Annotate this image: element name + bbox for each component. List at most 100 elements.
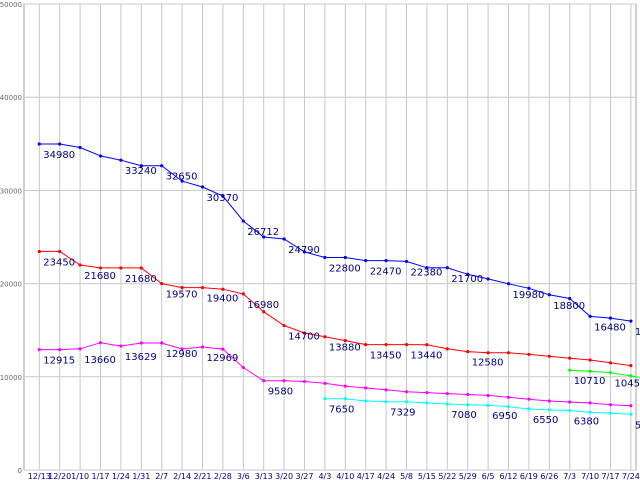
series-1-point	[547, 354, 551, 358]
x-tick-label: 3/6	[237, 472, 250, 480]
data-label: 21680	[125, 274, 157, 285]
series-3-point	[608, 411, 613, 415]
data-label: 5980	[635, 420, 640, 431]
series-1-point	[343, 339, 347, 343]
series-2-point	[404, 390, 409, 394]
y-tick-label: 50000	[0, 1, 22, 9]
series-1-point	[221, 287, 225, 291]
series-0-point	[58, 142, 62, 146]
x-tick-label: 1/17	[92, 472, 110, 480]
series-2-point	[282, 379, 286, 383]
series-3-point	[466, 403, 470, 407]
series-1-point	[180, 286, 184, 290]
series-0-point	[588, 314, 592, 319]
series-3-point	[506, 405, 511, 409]
data-label: 12915	[43, 356, 75, 367]
series-4-point	[629, 374, 633, 378]
data-label: 7329	[390, 408, 415, 419]
data-label: 21680	[84, 271, 116, 282]
y-tick-label: 30000	[0, 187, 22, 195]
series-3-point	[343, 397, 347, 401]
series-0-point	[608, 316, 613, 320]
series-3-point	[486, 403, 490, 407]
series-0-point	[547, 293, 551, 297]
series-2-point	[384, 388, 388, 392]
series-2-point	[506, 395, 511, 399]
series-1-point	[404, 343, 409, 347]
series-2-point	[568, 400, 572, 404]
series-1-point	[384, 343, 388, 347]
series-1-point	[527, 352, 531, 357]
series-0-point	[506, 282, 511, 286]
series-2-point	[364, 386, 368, 390]
series-0-point	[384, 258, 388, 263]
series-1-point	[302, 331, 307, 335]
series-1-point	[629, 364, 633, 368]
series-2-point	[445, 391, 449, 396]
series-1-point	[139, 266, 143, 270]
series-3-point	[445, 402, 449, 406]
data-label: 14700	[288, 332, 320, 343]
series-0-point	[486, 277, 490, 281]
data-label: 19400	[207, 294, 239, 305]
series-line-3	[324, 398, 631, 415]
data-label: 7080	[451, 410, 476, 421]
series-2-point	[58, 348, 62, 352]
x-tick-label: 7/10	[581, 472, 599, 480]
data-label: 6380	[574, 417, 599, 428]
series-2-point	[180, 347, 184, 351]
data-label: 6550	[533, 415, 558, 426]
series-line-1	[39, 250, 631, 367]
series-4-point	[608, 371, 613, 375]
series-2-point	[139, 341, 143, 345]
x-tick-label: 7/3	[563, 472, 576, 480]
series-0-point	[160, 164, 164, 168]
series-1-point	[323, 335, 327, 339]
series-2-point	[302, 379, 307, 384]
data-label: 33240	[125, 166, 157, 177]
x-tick-label: 2/28	[214, 472, 232, 480]
x-tick-label: 6/12	[500, 472, 518, 480]
series-2-point	[608, 403, 613, 407]
data-label: 9580	[268, 387, 293, 398]
x-tick-label: 2/7	[155, 472, 168, 480]
x-tick-label: 2/21	[194, 472, 212, 480]
series-0-point	[404, 259, 409, 264]
x-tick-label: 3/27	[296, 472, 314, 480]
series-3-point	[527, 407, 531, 411]
series-group	[37, 142, 640, 416]
series-2-point	[323, 381, 327, 385]
series-0-point	[568, 296, 572, 301]
series-2-point	[343, 384, 347, 388]
series-1-point	[241, 292, 245, 296]
series-2-point	[119, 344, 123, 348]
series-2-point	[466, 392, 470, 397]
data-label: 7650	[329, 405, 354, 416]
series-2-point	[98, 341, 103, 345]
y-tick-label: 20000	[0, 281, 22, 289]
series-2-point	[588, 401, 592, 405]
series-1-point	[98, 266, 103, 270]
data-label: 22470	[370, 267, 402, 278]
series-3-point	[384, 400, 388, 404]
data-label: 22800	[329, 264, 361, 275]
data-label: 22380	[411, 267, 443, 278]
series-2-point	[241, 365, 245, 370]
data-label: 13629	[125, 352, 157, 363]
x-tick-label: 2/14	[173, 472, 191, 480]
series-1-point	[568, 356, 572, 360]
data-label: 12980	[166, 349, 198, 360]
y-axis: 0 10000 20000 30000 40000 50000	[0, 1, 22, 475]
data-label: 26712	[247, 227, 279, 238]
x-tick-label: 6/5	[482, 472, 495, 480]
x-tick-label: 12/13	[28, 472, 51, 480]
series-1-point	[486, 351, 490, 355]
series-line-0	[39, 143, 631, 322]
x-tick-label: 3/20	[275, 472, 293, 480]
series-2-point	[629, 404, 633, 408]
x-tick-label: 1/24	[112, 472, 130, 480]
series-1-point	[37, 249, 41, 254]
